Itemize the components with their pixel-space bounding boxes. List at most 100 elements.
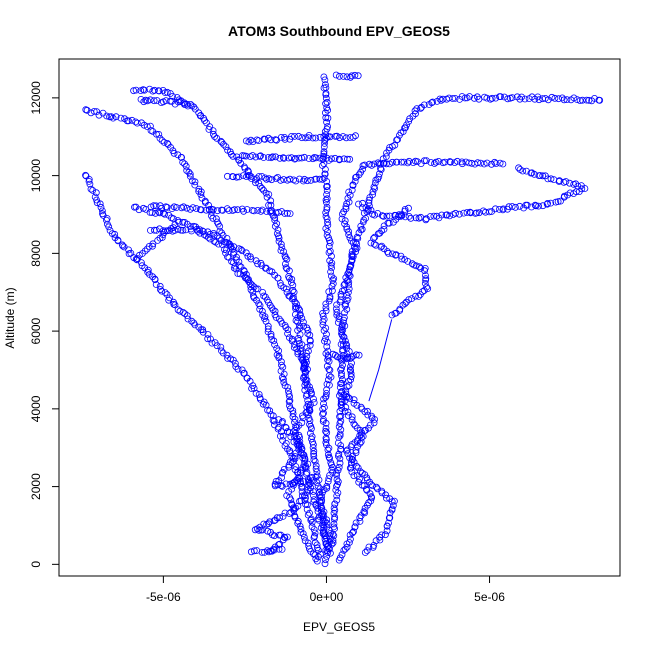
- data-point: [548, 93, 556, 101]
- data-point: [385, 519, 392, 527]
- x-tick-label: 0e+00: [310, 590, 344, 604]
- data-point: [188, 177, 196, 185]
- data-point: [346, 535, 354, 543]
- data-point: [350, 472, 358, 480]
- data-point: [140, 86, 148, 94]
- data-point: [275, 208, 282, 216]
- data-point: [277, 133, 285, 141]
- data-point: [518, 93, 525, 101]
- data-point: [378, 531, 386, 539]
- data-point: [350, 396, 358, 404]
- data-point: [321, 81, 329, 88]
- data-point: [146, 96, 154, 104]
- data-point: [271, 216, 279, 224]
- data-point: [351, 71, 359, 79]
- data-point: [542, 172, 549, 180]
- data-point: [573, 96, 581, 103]
- data-point: [285, 334, 293, 342]
- data-point: [232, 265, 240, 273]
- data-point: [432, 158, 440, 166]
- data-point: [363, 547, 371, 554]
- data-point: [263, 547, 271, 554]
- data-point: [330, 532, 338, 540]
- data-point: [163, 291, 171, 298]
- data-point: [128, 116, 136, 124]
- data-point: [345, 281, 353, 289]
- y-tick-label: 6000: [29, 317, 43, 344]
- y-tick-label: 2000: [29, 473, 43, 500]
- data-point: [288, 154, 295, 162]
- data-point: [311, 539, 319, 547]
- data-point: [259, 288, 267, 296]
- data-point: [256, 394, 264, 402]
- data-point: [132, 86, 140, 94]
- data-point: [339, 319, 347, 327]
- data-point: [82, 171, 89, 179]
- data-point: [516, 95, 524, 103]
- data-point: [157, 99, 165, 106]
- data-point: [291, 433, 298, 441]
- data-point: [158, 234, 166, 241]
- data-point: [301, 492, 308, 500]
- data-point: [184, 315, 192, 323]
- data-point: [295, 340, 303, 347]
- data-point: [260, 154, 268, 161]
- data-point: [268, 176, 276, 184]
- data-point: [333, 476, 341, 483]
- data-point: [312, 465, 320, 473]
- data-point: [189, 204, 197, 212]
- data-point: [300, 533, 308, 541]
- data-point: [455, 210, 463, 218]
- data-point: [254, 260, 262, 268]
- data-point: [365, 196, 373, 204]
- data-point: [392, 251, 400, 259]
- data-point: [260, 520, 268, 528]
- data-point: [420, 287, 428, 294]
- data-point: [291, 466, 299, 474]
- data-point: [367, 497, 375, 505]
- data-point: [298, 134, 306, 142]
- data-point: [151, 275, 159, 283]
- data-point: [523, 167, 530, 175]
- data-point: [272, 477, 280, 485]
- data-point: [161, 210, 169, 218]
- data-point: [198, 194, 206, 202]
- data-point: [351, 177, 359, 185]
- data-point: [316, 491, 324, 499]
- data-point: [280, 378, 288, 386]
- data-point: [344, 288, 352, 296]
- data-point: [285, 398, 293, 406]
- data-point: [86, 180, 94, 188]
- data-point: [250, 283, 258, 291]
- data-point: [312, 134, 320, 142]
- data-point: [330, 520, 338, 528]
- data-point: [352, 449, 360, 457]
- data-point: [310, 399, 318, 406]
- connector-line-path: [368, 319, 393, 402]
- data-point: [333, 308, 341, 316]
- data-point: [264, 527, 272, 535]
- data-point: [275, 545, 283, 553]
- data-point: [236, 270, 244, 278]
- data-point: [279, 154, 287, 162]
- data-point: [322, 94, 330, 102]
- data-point: [238, 366, 246, 374]
- data-point: [282, 423, 290, 431]
- data-point: [535, 96, 543, 104]
- data-point: [170, 300, 178, 308]
- data-point: [337, 401, 345, 409]
- data-point: [278, 374, 286, 381]
- data-point: [164, 141, 172, 148]
- data-point: [342, 203, 350, 210]
- data-point: [305, 414, 313, 422]
- data-point: [281, 382, 289, 390]
- data-point: [260, 292, 268, 300]
- data-point: [332, 305, 340, 313]
- data-point: [319, 405, 327, 413]
- data-point: [423, 283, 431, 291]
- data-point: [304, 511, 312, 519]
- data-point: [535, 172, 543, 180]
- data-point: [284, 330, 292, 338]
- data-point: [249, 138, 257, 146]
- data-point: [329, 350, 337, 358]
